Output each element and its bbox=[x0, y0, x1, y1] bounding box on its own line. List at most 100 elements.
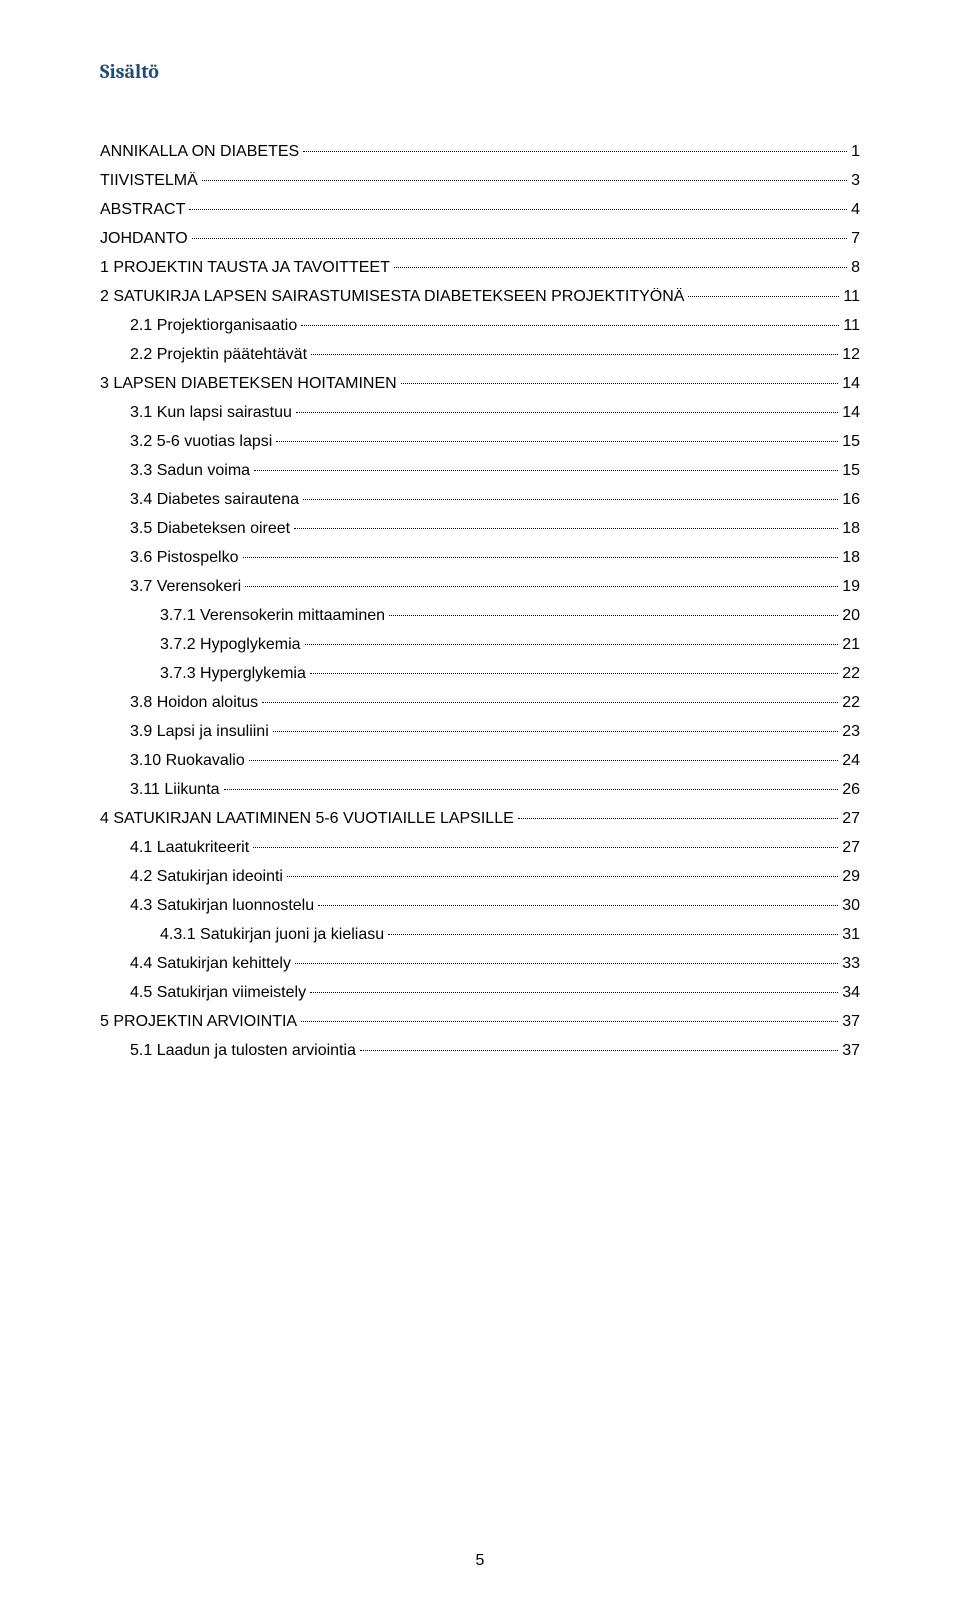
toc-entry-page: 31 bbox=[842, 926, 860, 944]
toc-entry-label: 2.1 Projektiorganisaatio bbox=[130, 317, 297, 335]
toc-entry-label: 3.8 Hoidon aloitus bbox=[130, 694, 258, 712]
toc-entry: 3.3 Sadun voima 15 bbox=[130, 462, 860, 480]
toc-entry-label: 5.1 Laadun ja tulosten arviointia bbox=[130, 1042, 356, 1060]
toc-entry-page: 7 bbox=[851, 230, 860, 248]
toc-entry-page: 18 bbox=[842, 549, 860, 567]
toc-entry: 3.7 Verensokeri 19 bbox=[130, 578, 860, 596]
toc-entry: 5.1 Laadun ja tulosten arviointia 37 bbox=[130, 1042, 860, 1060]
toc-entry: 4.5 Satukirjan viimeistely 34 bbox=[130, 984, 860, 1002]
toc-leader-dots bbox=[688, 296, 839, 297]
toc-entry-page: 22 bbox=[842, 694, 860, 712]
toc-entry: 3.11 Liikunta 26 bbox=[130, 781, 860, 799]
toc-entry-label: TIIVISTELMÄ bbox=[100, 172, 198, 190]
toc-leader-dots bbox=[296, 412, 838, 413]
toc-entry-label: 3.3 Sadun voima bbox=[130, 462, 250, 480]
toc-entry-page: 14 bbox=[842, 375, 860, 393]
toc-entry: 2.1 Projektiorganisaatio 11 bbox=[130, 317, 860, 335]
toc-entry: 1 PROJEKTIN TAUSTA JA TAVOITTEET 8 bbox=[100, 259, 860, 277]
toc-leader-dots bbox=[303, 499, 838, 500]
toc-leader-dots bbox=[295, 963, 838, 964]
toc-leader-dots bbox=[254, 470, 838, 471]
toc-entry-label: 3.7.3 Hyperglykemia bbox=[160, 665, 306, 683]
toc-entry-label: 3.7.1 Verensokerin mittaaminen bbox=[160, 607, 385, 625]
toc-entry: 3.7.2 Hypoglykemia 21 bbox=[160, 636, 860, 654]
toc-entry-label: 3.6 Pistospelko bbox=[130, 549, 239, 567]
toc-entry-label: 3.2 5-6 vuotias lapsi bbox=[130, 433, 272, 451]
toc-leader-dots bbox=[518, 818, 838, 819]
toc-leader-dots bbox=[202, 180, 847, 181]
toc-entry-page: 27 bbox=[842, 839, 860, 857]
toc-entry-page: 15 bbox=[842, 462, 860, 480]
toc-leader-dots bbox=[318, 905, 838, 906]
toc-entry-page: 29 bbox=[842, 868, 860, 886]
toc-entry-page: 15 bbox=[842, 433, 860, 451]
toc-entry-label: 4 SATUKIRJAN LAATIMINEN 5-6 VUOTIAILLE L… bbox=[100, 810, 514, 828]
toc-entry-label: 4.5 Satukirjan viimeistely bbox=[130, 984, 306, 1002]
toc-leader-dots bbox=[301, 325, 839, 326]
toc-entry: 4 SATUKIRJAN LAATIMINEN 5-6 VUOTIAILLE L… bbox=[100, 810, 860, 828]
toc-entry: 3.1 Kun lapsi sairastuu 14 bbox=[130, 404, 860, 422]
toc-entry: 4.1 Laatukriteerit 27 bbox=[130, 839, 860, 857]
toc-entry-label: 2.2 Projektin päätehtävät bbox=[130, 346, 307, 364]
toc-entry-label: 3.11 Liikunta bbox=[130, 781, 220, 799]
toc-leader-dots bbox=[273, 731, 838, 732]
toc-entry-page: 33 bbox=[842, 955, 860, 973]
toc-entry-label: 4.3 Satukirjan luonnostelu bbox=[130, 897, 314, 915]
table-of-contents: ANNIKALLA ON DIABETES 1 TIIVISTELMÄ 3 ABST… bbox=[100, 143, 860, 1060]
toc-entry: 3.7.3 Hyperglykemia 22 bbox=[160, 665, 860, 683]
toc-entry-page: 26 bbox=[842, 781, 860, 799]
toc-entry-label: 4.4 Satukirjan kehittely bbox=[130, 955, 291, 973]
document-page: Sisältö ANNIKALLA ON DIABETES 1 TIIVISTEL… bbox=[0, 0, 960, 1600]
toc-entry-page: 4 bbox=[851, 201, 860, 219]
toc-entry-page: 12 bbox=[842, 346, 860, 364]
toc-leader-dots bbox=[394, 267, 847, 268]
toc-entry-page: 1 bbox=[851, 143, 860, 161]
toc-entry-page: 14 bbox=[842, 404, 860, 422]
page-title: Sisältö bbox=[100, 60, 860, 83]
toc-entry-label: 2 SATUKIRJA LAPSEN SAIRASTUMISESTA DIABE… bbox=[100, 288, 684, 306]
toc-entry: 2 SATUKIRJA LAPSEN SAIRASTUMISESTA DIABE… bbox=[100, 288, 860, 306]
toc-entry: 4.3 Satukirjan luonnostelu 30 bbox=[130, 897, 860, 915]
toc-leader-dots bbox=[389, 615, 838, 616]
toc-leader-dots bbox=[360, 1050, 838, 1051]
toc-entry: 3.5 Diabeteksen oireet 18 bbox=[130, 520, 860, 538]
toc-entry-page: 8 bbox=[851, 259, 860, 277]
toc-leader-dots bbox=[249, 760, 838, 761]
toc-entry: ANNIKALLA ON DIABETES 1 bbox=[100, 143, 860, 161]
toc-entry-label: 3.1 Kun lapsi sairastuu bbox=[130, 404, 292, 422]
toc-entry-label: 5 PROJEKTIN ARVIOINTIA bbox=[100, 1013, 297, 1031]
toc-entry-label: 1 PROJEKTIN TAUSTA JA TAVOITTEET bbox=[100, 259, 390, 277]
toc-entry-page: 23 bbox=[842, 723, 860, 741]
toc-leader-dots bbox=[224, 789, 839, 790]
toc-entry-page: 30 bbox=[842, 897, 860, 915]
toc-leader-dots bbox=[310, 673, 838, 674]
toc-entry: 5 PROJEKTIN ARVIOINTIA 37 bbox=[100, 1013, 860, 1031]
toc-entry-label: ANNIKALLA ON DIABETES bbox=[100, 143, 299, 161]
toc-entry-page: 24 bbox=[842, 752, 860, 770]
toc-entry-label: 3.7 Verensokeri bbox=[130, 578, 241, 596]
toc-leader-dots bbox=[305, 644, 839, 645]
toc-entry-label: JOHDANTO bbox=[100, 230, 188, 248]
toc-entry-label: 3.4 Diabetes sairautena bbox=[130, 491, 299, 509]
toc-entry: 3.8 Hoidon aloitus 22 bbox=[130, 694, 860, 712]
toc-entry-label: ABSTRACT bbox=[100, 201, 185, 219]
toc-leader-dots bbox=[388, 934, 838, 935]
toc-entry-page: 18 bbox=[842, 520, 860, 538]
toc-entry: TIIVISTELMÄ 3 bbox=[100, 172, 860, 190]
toc-entry-page: 34 bbox=[842, 984, 860, 1002]
toc-entry: 3.4 Diabetes sairautena 16 bbox=[130, 491, 860, 509]
toc-entry: 4.3.1 Satukirjan juoni ja kieliasu 31 bbox=[160, 926, 860, 944]
toc-leader-dots bbox=[243, 557, 839, 558]
toc-entry-page: 37 bbox=[842, 1042, 860, 1060]
toc-entry: ABSTRACT 4 bbox=[100, 201, 860, 219]
toc-leader-dots bbox=[253, 847, 838, 848]
toc-entry: 3.2 5-6 vuotias lapsi 15 bbox=[130, 433, 860, 451]
toc-leader-dots bbox=[262, 702, 838, 703]
toc-leader-dots bbox=[311, 354, 838, 355]
toc-entry-label: 3.5 Diabeteksen oireet bbox=[130, 520, 290, 538]
toc-entry-page: 11 bbox=[843, 317, 860, 335]
toc-entry: 3.6 Pistospelko 18 bbox=[130, 549, 860, 567]
toc-entry-label: 3.10 Ruokavalio bbox=[130, 752, 245, 770]
toc-entry-label: 3.9 Lapsi ja insuliini bbox=[130, 723, 269, 741]
toc-entry-label: 4.1 Laatukriteerit bbox=[130, 839, 249, 857]
